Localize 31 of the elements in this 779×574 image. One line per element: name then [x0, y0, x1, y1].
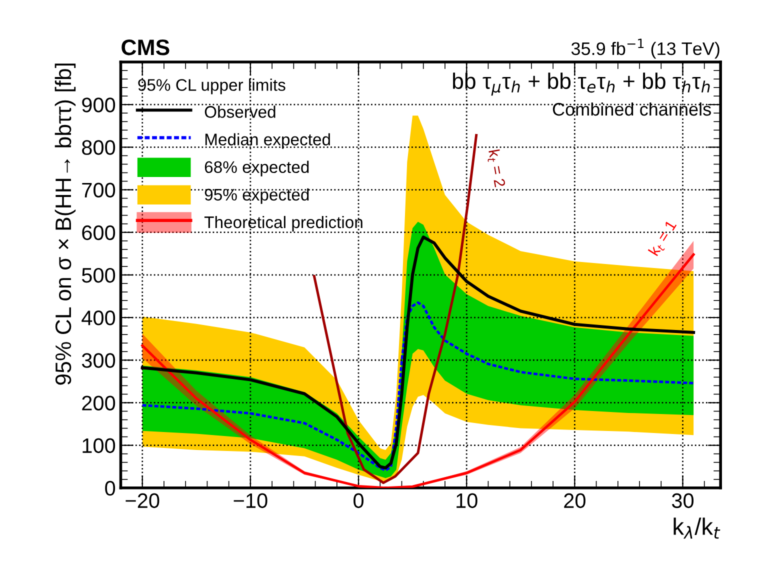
legend-label: Median expected	[205, 133, 330, 149]
legend-label: Theoretical prediction	[204, 216, 362, 232]
y-tick-label: 200	[82, 396, 116, 410]
y-tick-label: 0	[105, 480, 116, 496]
y-tick-label: 600	[82, 225, 116, 240]
legend-label: 95% expected	[204, 188, 309, 204]
legend-label: Observed	[204, 106, 276, 118]
y-tick-label: 800	[82, 140, 116, 155]
y-tick-label: 300	[82, 353, 116, 368]
y-tick-label: 700	[82, 182, 116, 198]
y-axis-title: 95% CL on σ × B(HH→ bbττ) [fb]	[54, 64, 76, 385]
text: bb τ$_{μ}$τ$_{h}$ + bb τ$_{e}$τ$_{h}$ + bb τ$_{h}$τ$_{h}$	[453, 72, 710, 96]
annotation: k$_{t}$ = 1	[648, 219, 679, 258]
y-tick-label: 100	[82, 438, 116, 454]
annotation: k$_{t}$ = 2	[486, 149, 506, 188]
x-tick-label: 10	[456, 493, 478, 508]
chart-title: CMS	[122, 40, 170, 56]
x-tick-label: 20	[564, 493, 586, 508]
x-tick-label: −20	[126, 493, 160, 508]
x-tick-label: 30	[672, 493, 694, 508]
x-axis-title: k$_{λ}$/k$_{t}$	[674, 518, 720, 539]
chart-subtitle: 35.9 fb$^{−1}$ (13 TeV)	[571, 38, 720, 59]
y-tick-label: 500	[82, 268, 116, 283]
x-tick-label: −10	[234, 493, 268, 508]
line-series	[141, 301, 695, 472]
legend-label: 68% expected	[204, 160, 309, 176]
legend-title: 95% CL upper limits	[138, 78, 286, 94]
annotation: Combined channels	[552, 102, 711, 116]
y-tick-label: 900	[82, 98, 116, 112]
x-tick-label: 0	[354, 493, 364, 508]
y-tick-label: 400	[82, 310, 116, 326]
